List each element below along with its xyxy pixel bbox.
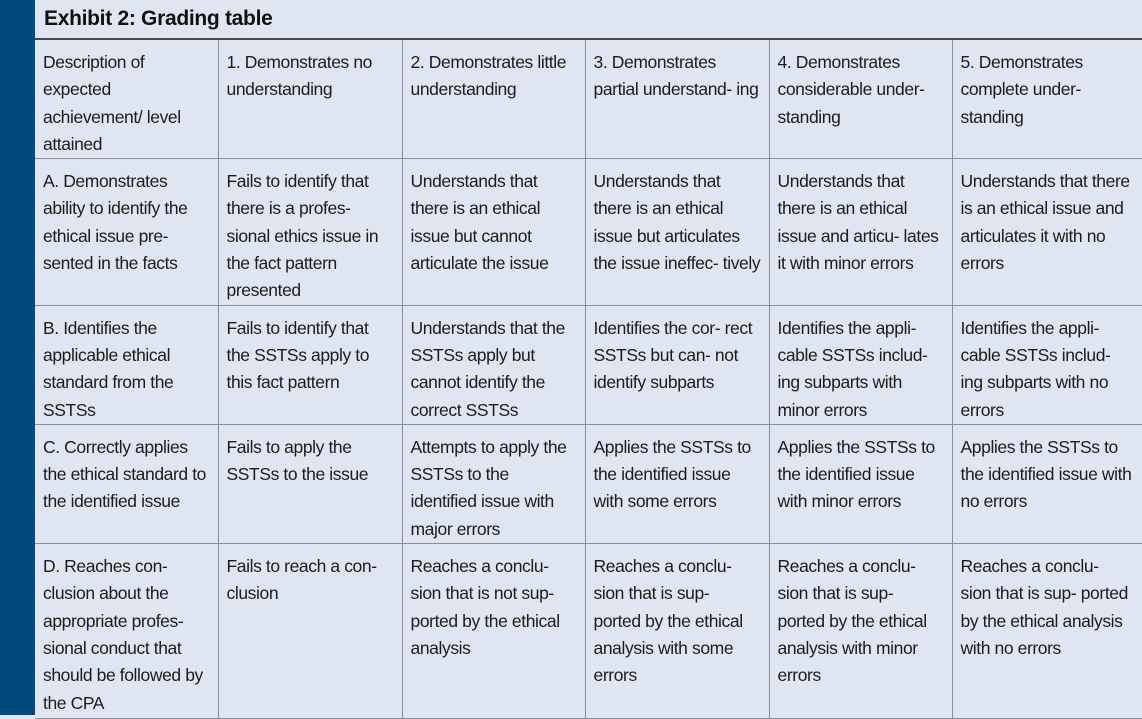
row-d-level-5: Reaches a conclu- sion that is sup- port…: [951, 543, 1142, 719]
row-b-level-3: Identifies the cor- rect SSTSs but can- …: [584, 304, 770, 425]
row-b-level-2: Understands that the SSTSs apply but can…: [401, 304, 586, 425]
row-a-level-2: Understands that there is an ethical iss…: [401, 158, 586, 306]
row-a-criterion: A. Demonstrates ability to identify the …: [35, 158, 219, 306]
row-b-criterion: B. Identifies the applicable ethical sta…: [35, 304, 219, 425]
grading-table: Description of expected achievement/ lev…: [35, 40, 1142, 719]
table-row-c: C. Correctly applies the ethical standar…: [35, 423, 1142, 545]
side-accent-bar: [0, 0, 35, 715]
header-cell-level-1: 1. Demonstrates no understanding: [217, 40, 403, 160]
row-a-level-5: Understands that there is an ethical iss…: [951, 158, 1142, 306]
exhibit-title: Exhibit 2: Grading table: [35, 0, 1142, 40]
row-a-level-1: Fails to identify that there is a profes…: [217, 158, 403, 306]
header-cell-level-2: 2. Demonstrates little understanding: [401, 40, 586, 160]
row-c-level-3: Applies the SSTSs to the identified issu…: [584, 423, 770, 545]
row-b-level-1: Fails to identify that the SSTSs apply t…: [217, 304, 403, 425]
row-a-level-4: Understands that there is an ethical iss…: [768, 158, 953, 306]
row-c-level-1: Fails to apply the SSTSs to the issue: [217, 423, 403, 545]
header-row: Description of expected achievement/ lev…: [35, 40, 1142, 160]
header-cell-level-3: 3. Demonstrates partial understand- ing: [584, 40, 770, 160]
row-c-criterion: C. Correctly applies the ethical standar…: [35, 423, 219, 545]
row-c-level-4: Applies the SSTSs to the identified issu…: [768, 423, 953, 545]
row-d-level-4: Reaches a conclu- sion that is sup- port…: [768, 543, 953, 719]
table-row-b: B. Identifies the applicable ethical sta…: [35, 304, 1142, 425]
row-d-level-3: Reaches a conclu- sion that is sup- port…: [584, 543, 770, 719]
row-a-level-3: Understands that there is an ethical iss…: [584, 158, 770, 306]
row-d-criterion: D. Reaches con- clusion about the approp…: [35, 543, 219, 719]
row-b-level-5: Identifies the appli- cable SSTSs includ…: [951, 304, 1142, 425]
table-row-a: A. Demonstrates ability to identify the …: [35, 158, 1142, 306]
table-row-d: D. Reaches con- clusion about the approp…: [35, 543, 1142, 719]
row-d-level-2: Reaches a conclu- sion that is not sup- …: [401, 543, 586, 719]
row-c-level-5: Applies the SSTSs to the identified issu…: [951, 423, 1142, 545]
row-d-level-1: Fails to reach a con- clusion: [217, 543, 403, 719]
header-cell-description: Description of expected achievement/ lev…: [35, 40, 219, 160]
header-cell-level-5: 5. Demonstrates complete under- standing: [951, 40, 1142, 160]
row-c-level-2: Attempts to apply the SSTSs to the ident…: [401, 423, 586, 545]
header-cell-level-4: 4. Demonstrates considerable under- stan…: [768, 40, 953, 160]
grading-table-exhibit: Exhibit 2: Grading table Description of …: [35, 0, 1142, 719]
row-b-level-4: Identifies the appli- cable SSTSs includ…: [768, 304, 953, 425]
